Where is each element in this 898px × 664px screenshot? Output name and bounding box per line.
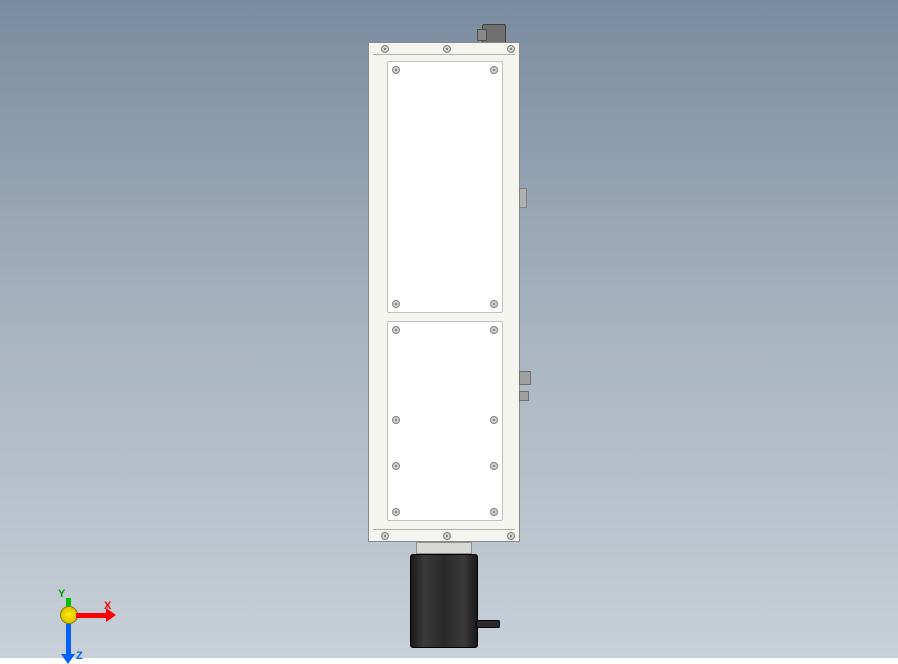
screw-icon <box>392 508 400 516</box>
screw-icon <box>490 66 498 74</box>
side-connector <box>519 371 531 385</box>
top-mounting-bar <box>373 43 515 55</box>
screw-icon <box>392 66 400 74</box>
screw-icon <box>490 508 498 516</box>
side-connector <box>519 391 529 401</box>
z-axis-label: Z <box>76 650 83 662</box>
bottom-mounting-bar <box>373 529 515 541</box>
screw-icon <box>392 326 400 334</box>
screw-icon <box>443 45 451 53</box>
x-axis-label: X <box>104 600 111 612</box>
motor-mount-plate <box>416 542 472 554</box>
motor-cable <box>476 620 500 628</box>
screw-icon <box>392 462 400 470</box>
y-axis-label: Y <box>58 588 65 600</box>
lower-access-panel <box>387 321 503 521</box>
screw-icon <box>381 45 389 53</box>
main-body-housing <box>368 42 520 542</box>
side-connector <box>519 188 527 208</box>
screw-icon <box>490 326 498 334</box>
x-axis-icon <box>76 613 108 618</box>
screw-icon <box>392 416 400 424</box>
3d-viewport[interactable]: X Y Z <box>0 0 898 658</box>
coordinate-axis-triad[interactable]: X Y Z <box>60 582 120 642</box>
screw-icon <box>490 300 498 308</box>
upper-access-panel <box>387 61 503 313</box>
screw-icon <box>490 416 498 424</box>
screw-icon <box>381 532 389 540</box>
screw-icon <box>507 532 515 540</box>
3d-model[interactable] <box>368 24 530 658</box>
motor-component <box>410 554 478 648</box>
top-fitting-component <box>482 24 506 44</box>
z-axis-arrow-icon <box>61 654 75 664</box>
z-axis-icon <box>66 624 71 656</box>
screw-icon <box>392 300 400 308</box>
screw-icon <box>443 532 451 540</box>
screw-icon <box>507 45 515 53</box>
screw-icon <box>490 462 498 470</box>
